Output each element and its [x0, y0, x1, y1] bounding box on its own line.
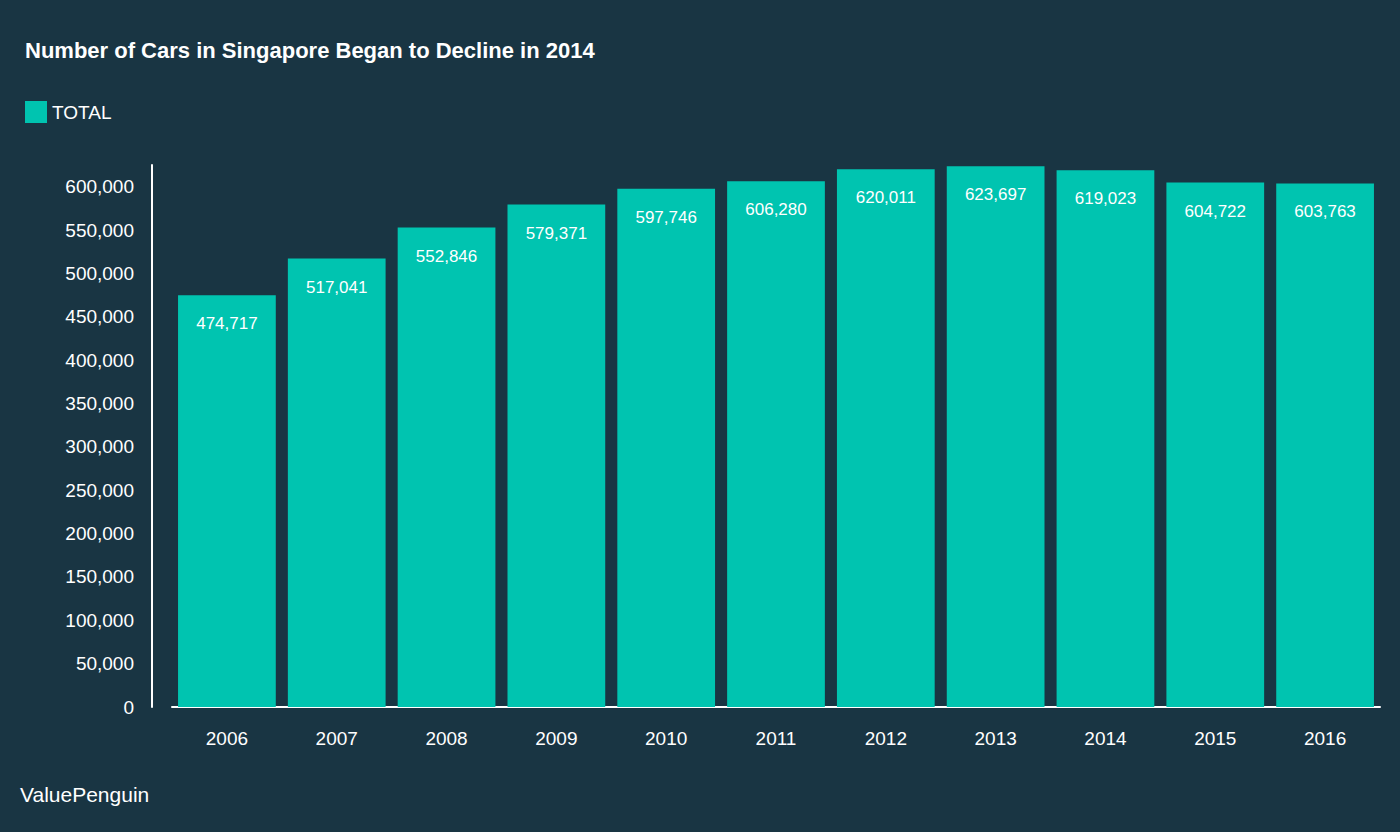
svg-text:Number of Cars in Singapore Be: Number of Cars in Singapore Began to Dec…: [25, 38, 595, 63]
svg-text:ValuePenguin: ValuePenguin: [20, 783, 149, 806]
svg-text:TOTAL: TOTAL: [52, 102, 111, 123]
svg-text:550,000: 550,000: [65, 220, 134, 241]
svg-text:2009: 2009: [535, 728, 577, 749]
svg-text:250,000: 250,000: [65, 480, 134, 501]
svg-text:2013: 2013: [974, 728, 1016, 749]
svg-text:2010: 2010: [645, 728, 687, 749]
svg-text:2007: 2007: [316, 728, 358, 749]
svg-text:623,697: 623,697: [965, 185, 1026, 204]
svg-text:2008: 2008: [425, 728, 467, 749]
svg-text:2012: 2012: [865, 728, 907, 749]
svg-text:450,000: 450,000: [65, 306, 134, 327]
svg-text:619,023: 619,023: [1075, 189, 1136, 208]
svg-text:552,846: 552,846: [416, 247, 477, 266]
svg-text:400,000: 400,000: [65, 350, 134, 371]
svg-text:500,000: 500,000: [65, 263, 134, 284]
svg-text:600,000: 600,000: [65, 176, 134, 197]
svg-text:50,000: 50,000: [76, 653, 134, 674]
svg-text:474,717: 474,717: [196, 314, 257, 333]
svg-text:0: 0: [123, 697, 134, 718]
svg-text:2016: 2016: [1304, 728, 1346, 749]
svg-text:200,000: 200,000: [65, 523, 134, 544]
svg-text:2014: 2014: [1084, 728, 1127, 749]
svg-text:579,371: 579,371: [526, 224, 587, 243]
svg-text:2015: 2015: [1194, 728, 1236, 749]
svg-text:2006: 2006: [206, 728, 248, 749]
svg-text:603,763: 603,763: [1294, 202, 1355, 221]
svg-text:606,280: 606,280: [745, 200, 806, 219]
svg-text:150,000: 150,000: [65, 566, 134, 587]
svg-text:100,000: 100,000: [65, 610, 134, 631]
svg-text:300,000: 300,000: [65, 436, 134, 457]
svg-text:597,746: 597,746: [635, 208, 696, 227]
svg-text:350,000: 350,000: [65, 393, 134, 414]
svg-text:604,722: 604,722: [1185, 202, 1246, 221]
svg-text:2011: 2011: [756, 728, 797, 749]
svg-text:517,041: 517,041: [306, 278, 367, 297]
svg-text:620,011: 620,011: [856, 188, 916, 207]
